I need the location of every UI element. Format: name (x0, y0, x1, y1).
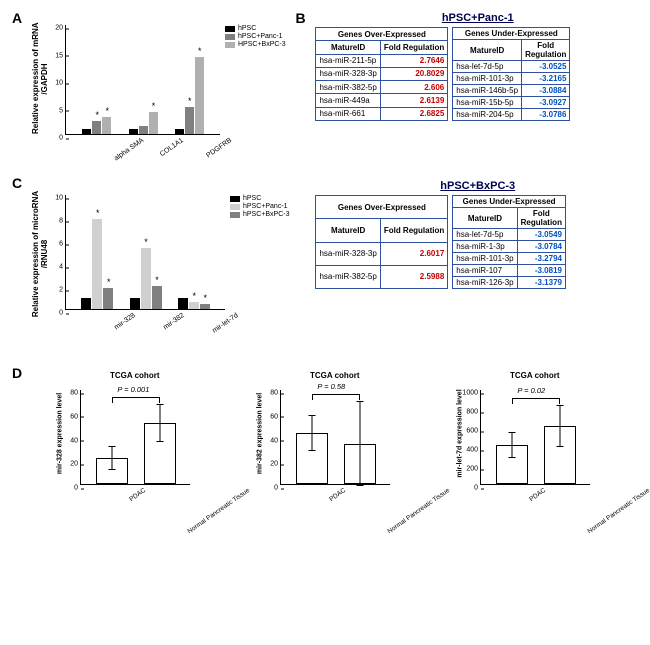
panel-a-label: A (12, 10, 22, 26)
legend-item: HPSC+BxPC-3 (225, 41, 286, 48)
panel-c-label: C (12, 175, 22, 191)
bar (200, 304, 210, 309)
chart-c-area: 0246810**mir-328**mir-382**mir-let-7d (65, 195, 225, 310)
bar (178, 298, 188, 310)
over-expressed-table: Genes Over-Expressed MatureIDFold Regula… (315, 195, 448, 289)
bar (149, 112, 158, 134)
table-title: hPSC+Panc-1 (315, 12, 640, 24)
legend-item: hPSC+BxPC-3 (230, 211, 290, 218)
bar (185, 107, 194, 135)
bar (82, 129, 91, 135)
over-expressed-table: Genes Over-Expressed MatureIDFold Regula… (315, 27, 448, 121)
table-title: hPSC+BxPC-3 (315, 180, 640, 192)
panel-a: A 05101520**alpha SMA*COL1A1**PDGFRB Rel… (10, 10, 295, 165)
bar (189, 302, 199, 309)
bar (175, 129, 184, 135)
bar (139, 126, 148, 134)
chart-c-ylabel: Relative expression of microRNA/RNU48 (31, 189, 49, 319)
chart-c-legend: hPSChPSC+Panc-1hPSC+BxPC-3 (230, 195, 290, 219)
under-expressed-table: Genes Under-Expressed MatureIDFoldRegula… (452, 195, 566, 289)
chart-a-area: 05101520**alpha SMA*COL1A1**PDGFRB (65, 25, 220, 135)
tcga-chart: 020406080PDACNormal Pancreatic TissueP =… (40, 365, 230, 515)
bar (152, 286, 162, 309)
bar (92, 121, 101, 134)
panel-b-table2: hPSC+BxPC-3 Genes Over-Expressed MatureI… (295, 175, 640, 350)
tcga-chart: 020406080PDACNormal Pancreatic TissueP =… (240, 365, 430, 515)
bar (130, 298, 140, 310)
panel-c: C 0246810**mir-328**mir-382**mir-let-7d … (10, 175, 295, 350)
tcga-chart: 02004006008001000PDACNormal Pancreatic T… (440, 365, 630, 515)
legend-item: hPSC+Panc-1 (230, 203, 290, 210)
bar (129, 129, 138, 135)
chart-a-legend: hPSChPSC+Panc-1HPSC+BxPC-3 (225, 25, 286, 49)
chart-a-ylabel: Relative expression of mRNA/GAPDH (31, 24, 49, 134)
panel-b: B hPSC+Panc-1 Genes Over-Expressed Matur… (295, 10, 640, 165)
bar (92, 219, 102, 309)
legend-item: hPSC (230, 195, 290, 202)
bar (102, 117, 111, 134)
legend-item: hPSC+Panc-1 (225, 33, 286, 40)
panel-d: D 020406080PDACNormal Pancreatic TissueP… (10, 365, 640, 530)
panel-b-label: B (295, 10, 305, 26)
bar (81, 298, 91, 310)
under-expressed-table: Genes Under-Expressed MatureIDFoldRegula… (452, 27, 570, 121)
legend-item: hPSC (225, 25, 286, 32)
bar (103, 288, 113, 309)
bar (141, 248, 151, 309)
panel-d-label: D (12, 365, 22, 381)
bar (195, 57, 204, 134)
